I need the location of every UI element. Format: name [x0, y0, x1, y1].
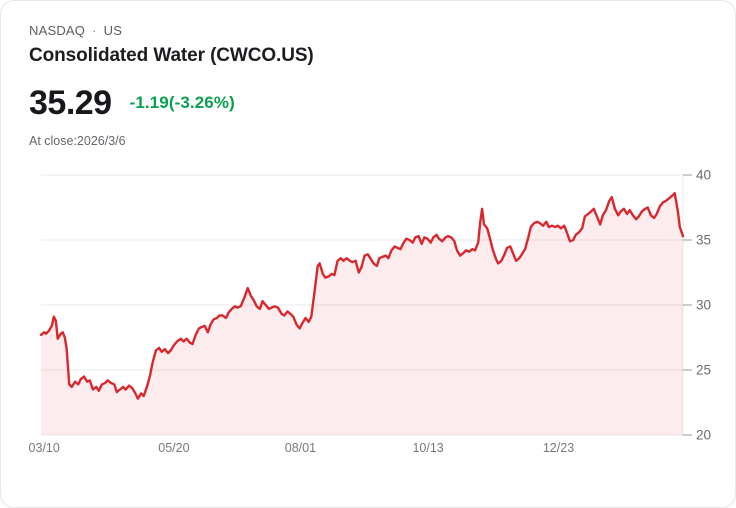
price-value: 35.29: [29, 84, 112, 122]
x-tick-label: 08/01: [285, 441, 316, 455]
price-chart[interactable]: 20 25 30 35 40 03/10 05/20 08/01 10/13 12/23: [1, 156, 736, 468]
card-header: NASDAQ · US Consolidated Water (CWCO.US)…: [1, 1, 735, 148]
price-line: [39, 192, 685, 400]
dot-separator: ·: [92, 23, 97, 38]
y-tick-label: 35: [696, 233, 711, 248]
exchange-label: NASDAQ: [29, 23, 86, 38]
y-tick-label: 25: [696, 363, 711, 378]
y-tick-label: 40: [696, 168, 711, 183]
y-tick-label: 30: [696, 298, 711, 313]
as-of-label: At close:2026/3/6: [29, 134, 126, 148]
y-tick-label: 20: [696, 428, 711, 443]
exchange-row: NASDAQ · US: [29, 23, 707, 38]
stock-title: Consolidated Water (CWCO.US): [29, 45, 314, 66]
price-change: -1.19(-3.26%): [129, 93, 235, 112]
x-tick-label: 03/10: [29, 441, 60, 455]
x-tick-label: 12/23: [543, 441, 574, 455]
region-label: US: [103, 23, 123, 38]
price-chart-canvas[interactable]: 20 25 30 35 40 03/10 05/20 08/01 10/13 12/23: [1, 156, 736, 468]
x-tick-label: 05/20: [158, 441, 189, 455]
x-tick-label: 10/13: [412, 441, 443, 455]
price-row: 35.29 -1.19(-3.26%): [29, 86, 707, 120]
